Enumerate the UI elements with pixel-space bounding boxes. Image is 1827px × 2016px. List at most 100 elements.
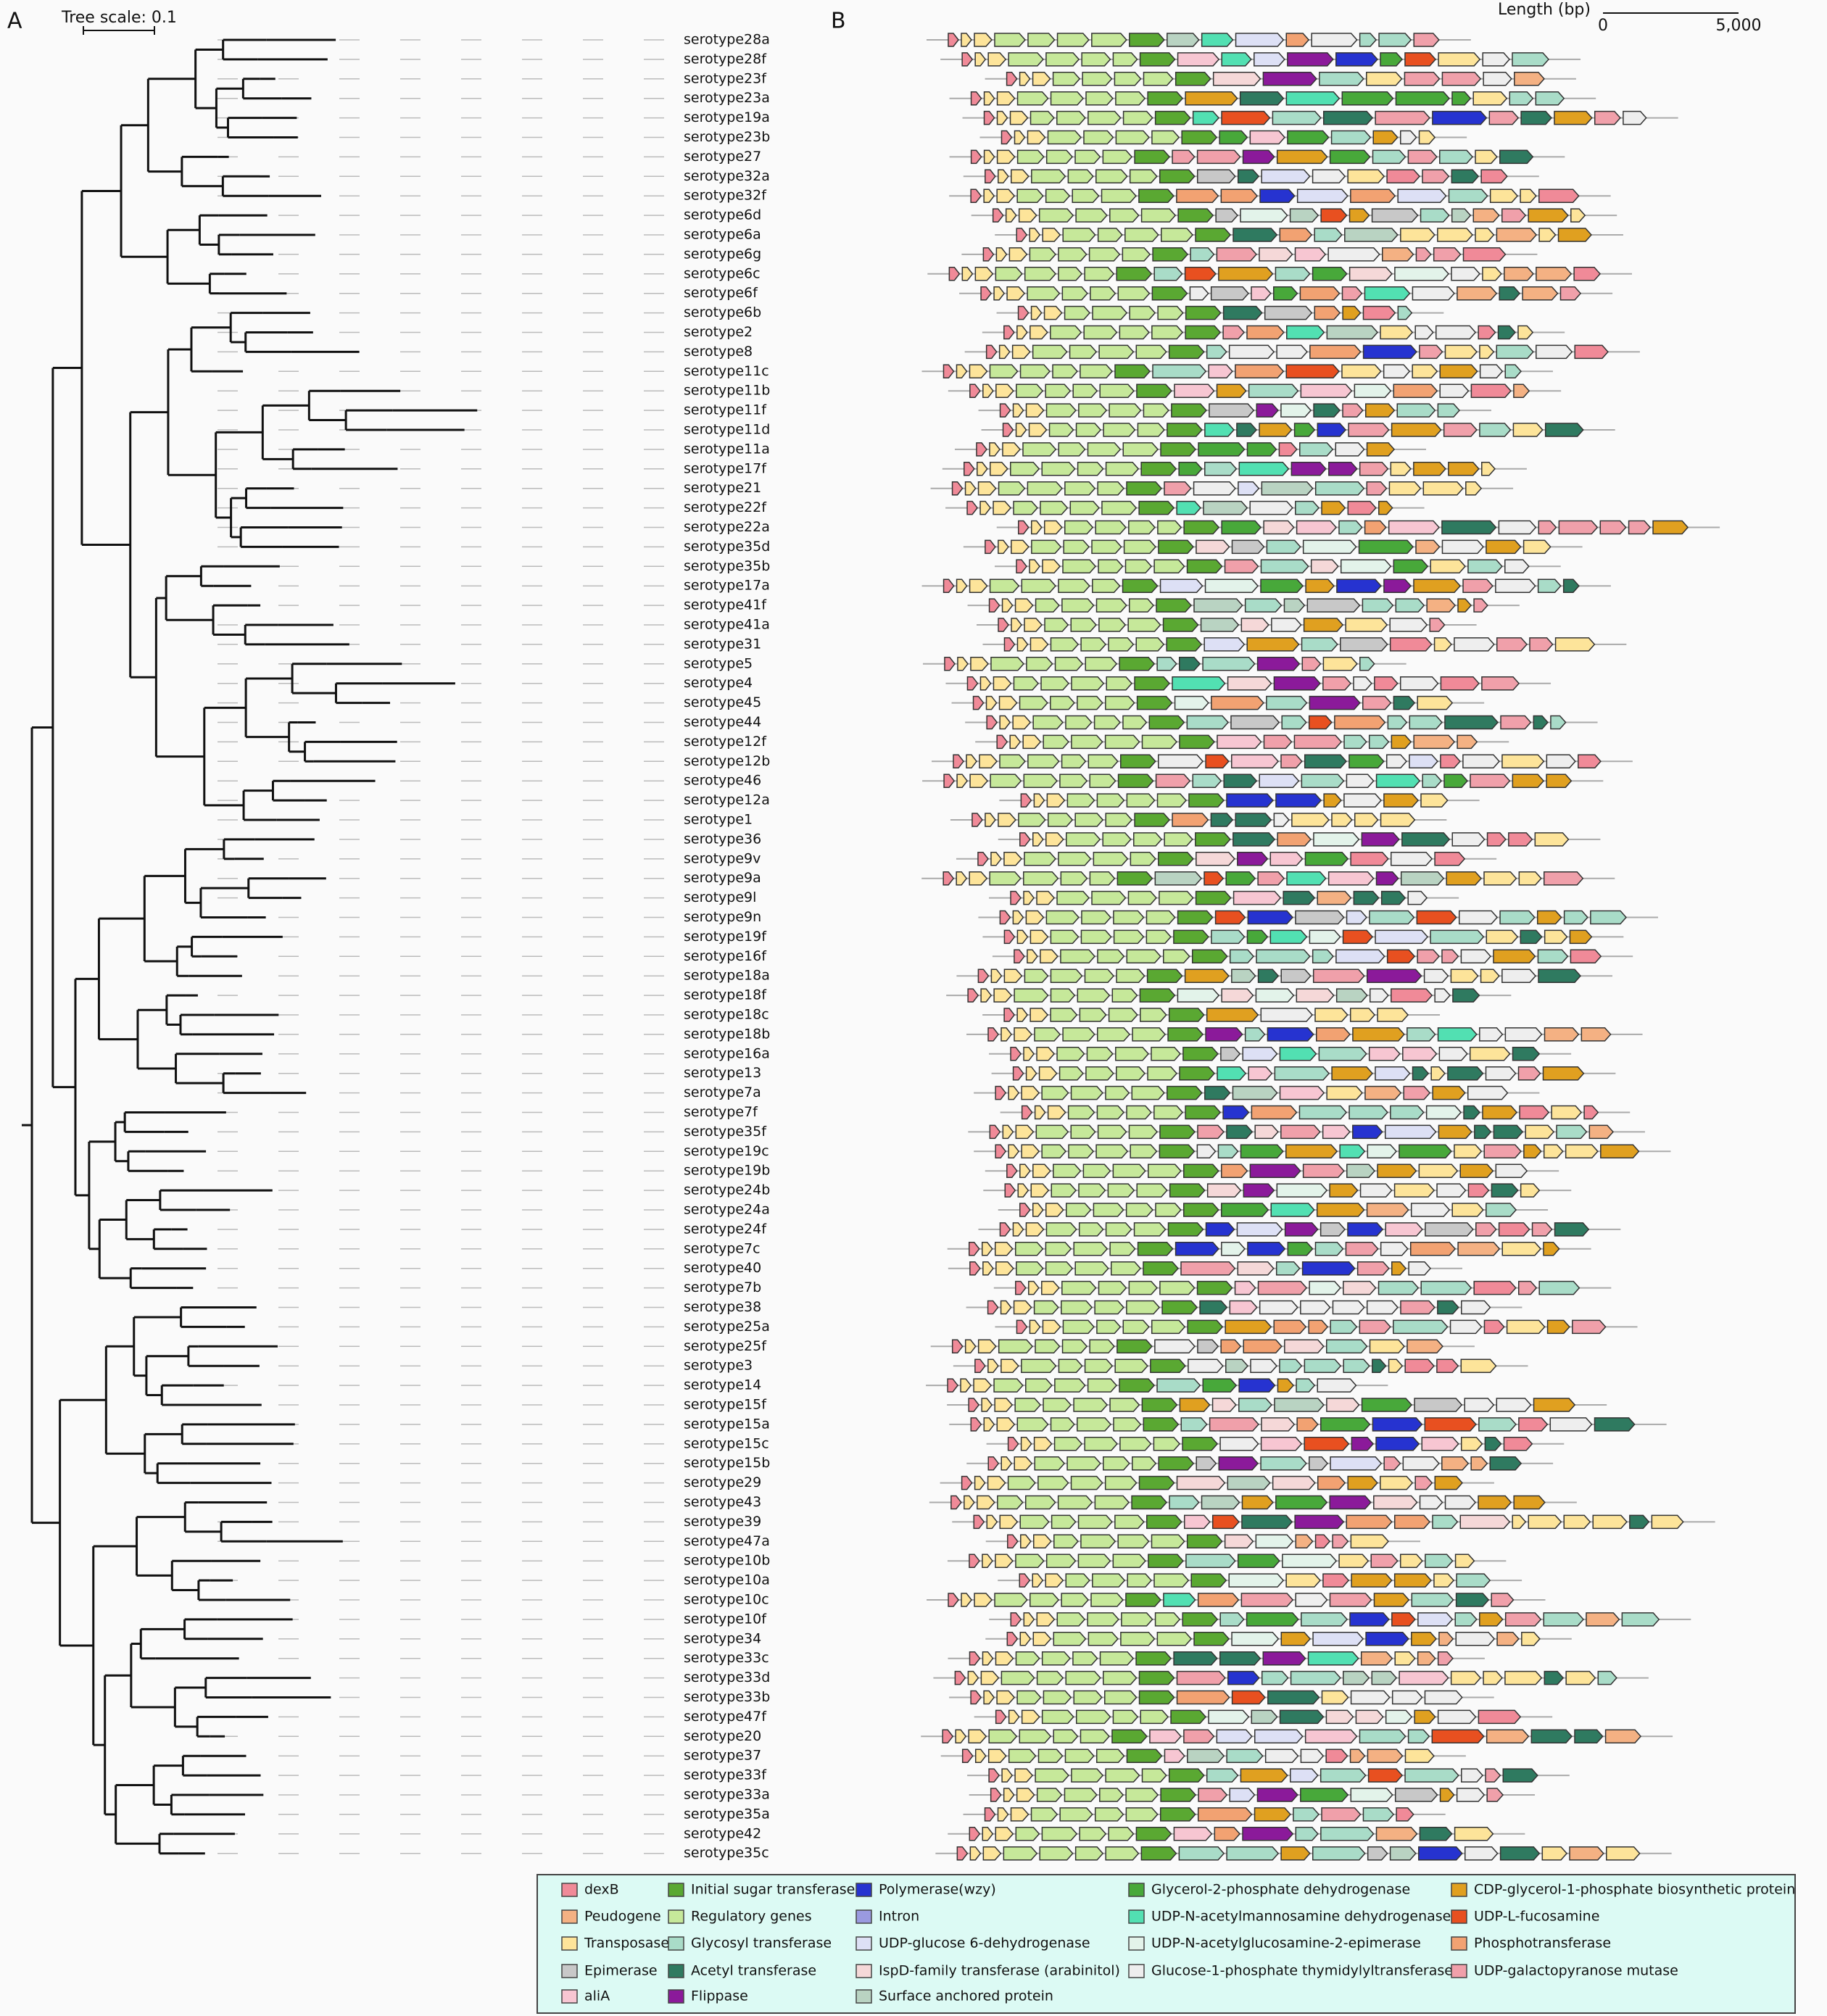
gene-arrow — [1197, 1593, 1240, 1607]
gene-arrow — [990, 1788, 1002, 1802]
leaf-label: serotype39 — [684, 1514, 761, 1530]
gene-arrow — [1389, 637, 1433, 652]
gene-arrow — [1238, 481, 1260, 496]
gene-arrow — [1095, 1749, 1125, 1763]
gene-arrow — [1293, 423, 1316, 437]
gene-arrow — [1019, 1573, 1031, 1588]
gene-arrow — [1092, 578, 1121, 593]
gene-arrow — [1071, 734, 1103, 750]
leaf-label: serotype23a — [684, 90, 770, 106]
gene-arrow — [1044, 618, 1069, 632]
gene-arrow — [1135, 344, 1167, 360]
gene-arrow — [1156, 1632, 1193, 1646]
gene-arrow — [1237, 1554, 1280, 1568]
gene-arrow — [1046, 793, 1066, 808]
gene-arrow — [1204, 1085, 1231, 1100]
gene-arrow — [1085, 657, 1118, 671]
gene-arrow — [1004, 1183, 1016, 1198]
gene-arrow — [1434, 1475, 1463, 1490]
gene-arrow — [1294, 247, 1327, 262]
gene-arrow — [1201, 33, 1234, 47]
gene-arrow — [1015, 1827, 1040, 1841]
gene-arrow — [1042, 559, 1061, 574]
gene-arrow — [1501, 754, 1545, 769]
gene-arrow — [1432, 110, 1488, 125]
gene-arrow — [1458, 910, 1499, 925]
gene-arrow — [1289, 208, 1320, 223]
gene-arrow — [1000, 1300, 1012, 1315]
gene-arrow — [1106, 676, 1133, 691]
gene-arrow — [993, 676, 1012, 691]
gene-arrow — [1037, 1749, 1064, 1763]
gene-arrow — [1032, 832, 1044, 847]
gene-arrow — [1349, 1749, 1366, 1763]
legend-swatch — [561, 1909, 578, 1924]
gene-arrow — [1534, 832, 1570, 847]
gene-arrow — [1022, 734, 1042, 750]
gene-arrow — [1114, 1514, 1145, 1530]
gene-arrow — [1164, 832, 1193, 847]
gene-arrow — [956, 871, 968, 886]
gene-arrow — [1065, 715, 1093, 730]
gene-arrow — [1014, 1398, 1042, 1412]
leaf-label: serotype9a — [684, 870, 761, 886]
gene-arrow — [1127, 1573, 1153, 1588]
gene-arrow — [1309, 695, 1361, 710]
legend-box — [536, 1874, 1796, 2014]
gene-arrow — [1109, 1398, 1140, 1412]
gene-arrow — [1441, 949, 1459, 964]
gene-arrow — [1250, 1358, 1277, 1373]
gene-arrow — [1099, 383, 1135, 398]
gene-arrow — [1058, 1066, 1084, 1081]
gene-arrow — [1353, 890, 1380, 905]
gene-arrow — [1489, 188, 1519, 203]
leaf-label: serotype35c — [684, 1845, 769, 1861]
gene-arrow — [1206, 344, 1227, 360]
gene-arrow — [1226, 793, 1274, 808]
gene-arrow — [1032, 1163, 1051, 1178]
gene-arrow — [1479, 423, 1512, 437]
gene-arrow — [1104, 1475, 1138, 1490]
gene-arrow — [1497, 325, 1516, 340]
gene-arrow — [1344, 228, 1399, 242]
gene-arrow — [1242, 1047, 1278, 1061]
gene-arrow — [1380, 1475, 1414, 1490]
gene-arrow — [1030, 305, 1043, 320]
gene-arrow — [1176, 188, 1219, 203]
gene-arrow — [1156, 793, 1187, 808]
gene-arrow — [1260, 1437, 1303, 1451]
gene-arrow — [1351, 1437, 1375, 1451]
gene-arrow — [1517, 1066, 1541, 1081]
gene-arrow — [1257, 968, 1280, 983]
gene-arrow — [1340, 559, 1392, 574]
gene-arrow — [1186, 715, 1229, 730]
gene-arrow — [1067, 169, 1094, 184]
gene-arrow — [1032, 1573, 1044, 1588]
gene-arrow — [1030, 637, 1049, 652]
gene-arrow — [1025, 1378, 1053, 1393]
leaf-label: serotype6d — [684, 207, 761, 223]
gene-arrow — [1002, 442, 1021, 457]
gene-arrow — [1296, 1417, 1319, 1432]
gene-arrow — [1256, 1788, 1298, 1802]
gene-arrow — [1348, 1105, 1388, 1120]
gene-arrow — [989, 442, 1000, 457]
gene-arrow — [1366, 72, 1403, 86]
gene-arrow — [1312, 1846, 1366, 1861]
gene-arrow — [1246, 442, 1277, 457]
gene-arrow — [1019, 1514, 1050, 1530]
gene-arrow — [1035, 1768, 1069, 1783]
gene-arrow — [1399, 676, 1439, 691]
gene-arrow — [1122, 442, 1159, 457]
gene-arrow — [1125, 1807, 1159, 1822]
leaf-label: serotype35b — [684, 558, 770, 574]
gene-arrow — [1016, 149, 1045, 165]
gene-arrow — [1400, 871, 1445, 886]
leaf-label: serotype42 — [684, 1825, 761, 1841]
gene-arrow — [1070, 1124, 1096, 1140]
gene-arrow — [1419, 1827, 1453, 1841]
gene-arrow — [1422, 773, 1443, 788]
gene-arrow — [1151, 1319, 1186, 1335]
gene-arrow — [999, 715, 1011, 730]
gene-arrow — [1267, 1690, 1320, 1705]
